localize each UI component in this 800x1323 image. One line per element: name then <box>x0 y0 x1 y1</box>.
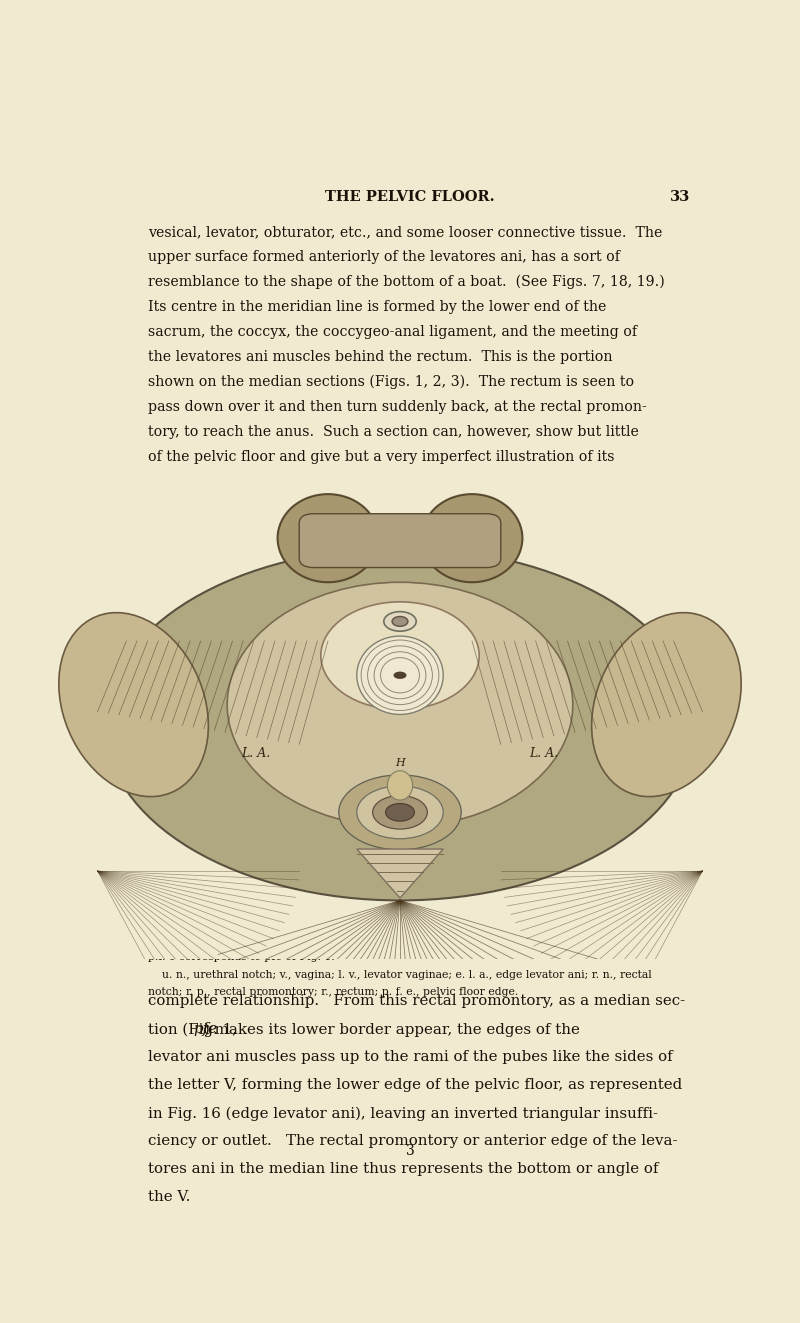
Text: u. n., urethral notch; v., vagina; l. v., levator vaginae; e. l. a., edge levato: u. n., urethral notch; v., vagina; l. v.… <box>148 970 651 979</box>
Text: the V.: the V. <box>148 1191 190 1204</box>
Text: v.: v. <box>166 597 174 606</box>
Ellipse shape <box>384 611 416 631</box>
Text: Its centre in the meridian line is formed by the lower end of the: Its centre in the meridian line is forme… <box>148 300 606 314</box>
Text: the levatores ani muscles behind the rectum.  This is the portion: the levatores ani muscles behind the rec… <box>148 349 612 364</box>
Text: Rectum is seen passing forward under the pelvic floor and over its edge into the: Rectum is seen passing forward under the… <box>148 935 662 945</box>
Ellipse shape <box>59 613 208 796</box>
Ellipse shape <box>278 495 378 582</box>
Ellipse shape <box>227 582 573 827</box>
Text: r. n.: r. n. <box>149 632 170 642</box>
Polygon shape <box>357 849 443 898</box>
Text: vesical, levator, obturator, etc., and some looser connective tissue.  The: vesical, levator, obturator, etc., and s… <box>148 225 662 239</box>
Text: l. v.: l. v. <box>649 598 666 606</box>
Ellipse shape <box>357 786 443 839</box>
Text: p.f. e: p.f. e <box>138 655 165 664</box>
Text: 3: 3 <box>406 1144 414 1158</box>
Text: sacrum, the coccyx, the coccygeo-anal ligament, and the meeting of: sacrum, the coccyx, the coccygeo-anal li… <box>148 325 637 339</box>
Ellipse shape <box>105 548 695 901</box>
Ellipse shape <box>321 602 479 709</box>
Text: resemblance to the shape of the bottom of a boat.  (See Figs. 7, 18, 19.): resemblance to the shape of the bottom o… <box>148 275 665 290</box>
Text: a.: a. <box>162 722 171 732</box>
Ellipse shape <box>373 795 427 830</box>
Text: All tissue beneath it removed except rectum and anal sphincters.: All tissue beneath it removed except rec… <box>148 918 506 927</box>
Text: of the pelvic floor and give but a very imperfect illustration of its: of the pelvic floor and give but a very … <box>148 450 614 463</box>
Text: ) makes its lower border appear, the edges of the: ) makes its lower border appear, the edg… <box>203 1023 579 1036</box>
Text: THE PELVIC FLOOR.: THE PELVIC FLOOR. <box>325 191 495 205</box>
Text: urethra: urethra <box>134 562 174 570</box>
Ellipse shape <box>422 495 522 582</box>
Text: pass down over it and then turn suddenly back, at the rectal promon-: pass down over it and then turn suddenly… <box>148 400 646 414</box>
Ellipse shape <box>339 775 462 849</box>
Text: coccyx: coccyx <box>658 778 694 787</box>
Text: upper surface formed anteriorly of the levatores ani, has a sort of: upper surface formed anteriorly of the l… <box>148 250 620 263</box>
Text: L. A.: L. A. <box>530 747 558 761</box>
Text: levator ani muscles pass up to the rami of the pubes like the sides of: levator ani muscles pass up to the rami … <box>148 1050 673 1064</box>
Text: tores ani in the median line thus represents the bottom or angle of: tores ani in the median line thus repres… <box>148 1162 658 1176</box>
Text: in Fig. 16 (edge levator ani), leaving an inverted triangular insuffi-: in Fig. 16 (edge levator ani), leaving a… <box>148 1106 658 1121</box>
Text: p.f. e corresponds to pfe of Fig. 1.: p.f. e corresponds to pfe of Fig. 1. <box>148 953 334 962</box>
Text: r.: r. <box>164 676 171 685</box>
Text: e l. a.: e l. a. <box>138 609 167 618</box>
Text: 33: 33 <box>670 191 690 205</box>
Text: the letter V, forming the lower edge of the pelvic floor, as represented: the letter V, forming the lower edge of … <box>148 1078 682 1093</box>
Ellipse shape <box>357 636 443 714</box>
Text: symphysis: symphysis <box>379 511 441 523</box>
Ellipse shape <box>592 613 741 796</box>
Text: tion (Fig. 1,: tion (Fig. 1, <box>148 1023 242 1036</box>
Ellipse shape <box>392 617 408 626</box>
Text: shown on the median sections (Figs. 1, 2, 3).  The rectum is seen to: shown on the median sections (Figs. 1, 2… <box>148 374 634 389</box>
Ellipse shape <box>387 771 413 800</box>
Text: H: H <box>395 758 405 769</box>
Text: Pelvic Floor Outlet and Vaginal Entrance.: Pelvic Floor Outlet and Vaginal Entrance… <box>281 901 539 913</box>
Text: e. l. a.: e. l. a. <box>652 627 684 636</box>
Text: gluteus: gluteus <box>121 778 160 787</box>
Text: complete relationship.   From this rectal promontory, as a median sec-: complete relationship. From this rectal … <box>148 994 685 1008</box>
Text: r. p.: r. p. <box>146 644 167 654</box>
Ellipse shape <box>394 672 406 679</box>
Text: l. v.: l. v. <box>152 620 170 630</box>
Text: pfe: pfe <box>194 1023 218 1036</box>
Text: u. n.: u. n. <box>649 585 672 593</box>
Ellipse shape <box>386 803 414 822</box>
Text: tory, to reach the anus.  Such a section can, however, show but little: tory, to reach the anus. Such a section … <box>148 425 638 439</box>
Text: ciency or outlet.   The rectal promontory or anterior edge of the leva-: ciency or outlet. The rectal promontory … <box>148 1134 678 1148</box>
Text: L. A.: L. A. <box>242 747 270 761</box>
Text: notch; r. p., rectal promontory; r., rectum; p. f. e., pelvic floor edge.: notch; r. p., rectal promontory; r., rec… <box>148 987 518 998</box>
Text: r. n.: r. n. <box>649 615 669 623</box>
FancyBboxPatch shape <box>299 513 501 568</box>
Text: u. n.: u. n. <box>148 585 171 593</box>
Text: Fig. 16.: Fig. 16. <box>387 493 433 505</box>
